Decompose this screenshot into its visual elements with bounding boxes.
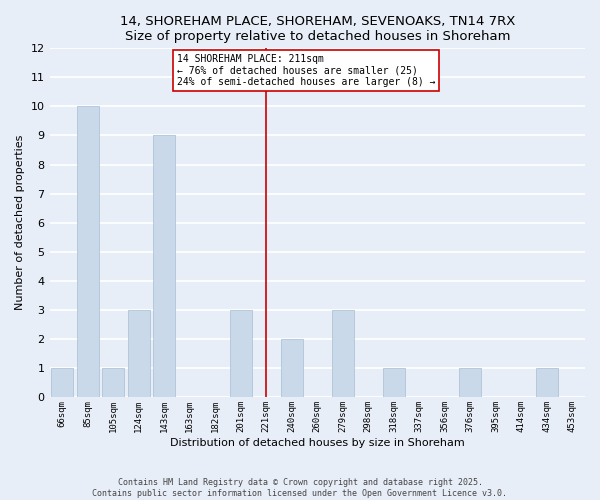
Bar — [128, 310, 149, 397]
Bar — [536, 368, 557, 397]
Bar — [332, 310, 353, 397]
Bar — [383, 368, 404, 397]
Bar — [281, 339, 302, 397]
Bar — [230, 310, 251, 397]
Bar — [460, 368, 481, 397]
Title: 14, SHOREHAM PLACE, SHOREHAM, SEVENOAKS, TN14 7RX
Size of property relative to d: 14, SHOREHAM PLACE, SHOREHAM, SEVENOAKS,… — [119, 15, 515, 43]
X-axis label: Distribution of detached houses by size in Shoreham: Distribution of detached houses by size … — [170, 438, 464, 448]
Bar — [103, 368, 124, 397]
Bar — [77, 106, 98, 397]
Text: Contains HM Land Registry data © Crown copyright and database right 2025.
Contai: Contains HM Land Registry data © Crown c… — [92, 478, 508, 498]
Bar — [154, 136, 175, 397]
Text: 14 SHOREHAM PLACE: 211sqm
← 76% of detached houses are smaller (25)
24% of semi-: 14 SHOREHAM PLACE: 211sqm ← 76% of detac… — [177, 54, 436, 88]
Bar — [52, 368, 73, 397]
Y-axis label: Number of detached properties: Number of detached properties — [15, 135, 25, 310]
